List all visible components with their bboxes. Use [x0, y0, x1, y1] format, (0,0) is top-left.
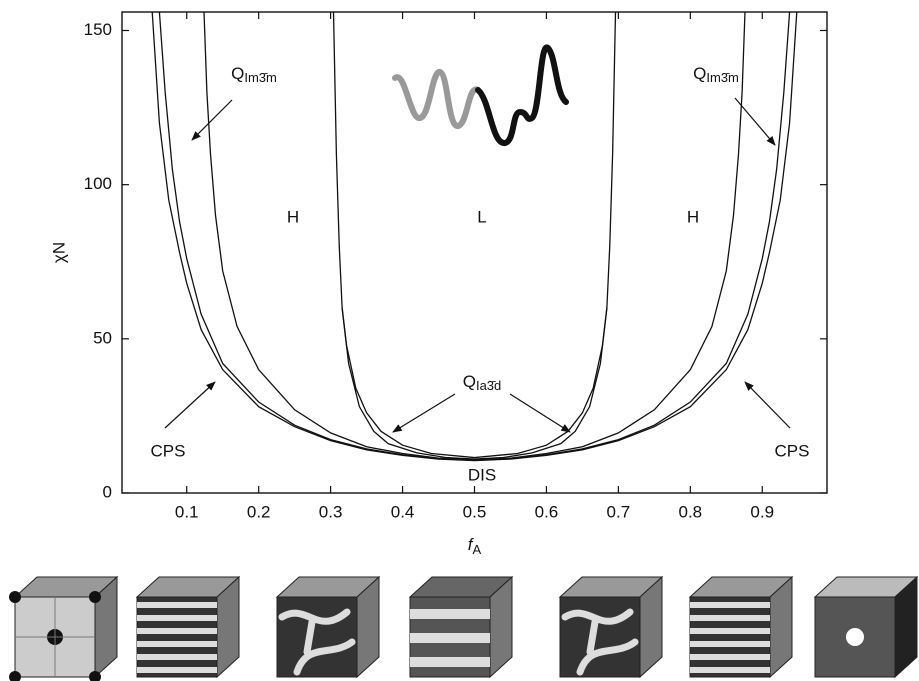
x-tick-label: 0.9: [750, 502, 774, 521]
cube-side: [894, 575, 918, 679]
x-tick-label: 0.3: [319, 502, 343, 521]
x-tick-label: 0.2: [247, 502, 271, 521]
cube-stripe: [137, 602, 217, 608]
cube-stripe: [137, 654, 217, 660]
morphology-cube: [135, 575, 241, 679]
cube-stripe: [137, 615, 217, 621]
cube-network: [278, 608, 356, 676]
cube-stripe: [690, 641, 770, 647]
x-tick-label: 0.1: [175, 502, 199, 521]
cube-front: [136, 596, 218, 678]
y-tick-label: 150: [84, 20, 112, 39]
morphology-cube: [688, 575, 794, 679]
phase-label-sub: Ia3̄d: [476, 378, 501, 393]
arrow: [191, 99, 233, 141]
region-label: CPS: [775, 441, 810, 460]
x-axis-label: fA: [468, 535, 482, 557]
x-tick-label: 0.6: [535, 502, 559, 521]
chain-inset: [392, 44, 569, 146]
region-label: H: [687, 207, 699, 226]
arrow: [392, 393, 456, 433]
cube-side: [94, 575, 118, 679]
y-tick-label: 0: [103, 482, 112, 501]
arrow: [164, 381, 216, 429]
cube-layer: [410, 609, 490, 619]
morphology-cube: [813, 575, 919, 679]
cube-dot: [9, 591, 21, 603]
phase-label-main: Q: [231, 64, 244, 83]
phase-label-main: Q: [693, 64, 706, 83]
region-label: CPS: [151, 441, 186, 460]
cube-front: [276, 596, 358, 678]
cube-side: [489, 575, 513, 679]
region-label: L: [477, 207, 486, 226]
y-axis-label: χN: [49, 242, 68, 263]
cube-stripe: [690, 654, 770, 660]
morphology-cube: [9, 575, 119, 681]
morphology-cube: [275, 575, 381, 679]
cube-side: [639, 575, 663, 679]
phase-label-sub: Im3̄m: [706, 70, 739, 85]
cube-network: [561, 608, 639, 676]
cube-side: [356, 575, 380, 679]
region-label: H: [287, 207, 299, 226]
phase-boundary: [332, 11, 617, 460]
arrow: [509, 393, 571, 433]
x-tick-label: 0.8: [678, 502, 702, 521]
cube-stripe: [690, 628, 770, 634]
phase-label: QIm3̄m: [693, 64, 739, 85]
cube-front: [689, 596, 771, 678]
y-tick-label: 100: [84, 174, 112, 193]
x-axis-label-sub: A: [473, 542, 482, 557]
cube-dot: [89, 671, 101, 681]
cube-dot: [9, 671, 21, 681]
x-axis-label-main: f: [468, 535, 475, 554]
cube-layer: [410, 633, 490, 643]
y-tick-label: 50: [93, 328, 112, 347]
phase-label: QIm3̄m: [231, 64, 277, 85]
phase-label-main: Q: [463, 372, 476, 391]
phase-boundary: [341, 307, 608, 459]
cube-hole: [846, 628, 864, 646]
cube-stripe: [137, 667, 217, 673]
cube-dot: [89, 591, 101, 603]
cube-side: [769, 575, 793, 679]
cube-stripe: [690, 602, 770, 608]
phase-label-sub: Im3̄m: [244, 70, 277, 85]
cube-stripe: [690, 615, 770, 621]
phase-label: QIa3̄d: [463, 372, 502, 393]
cube-stripe: [137, 641, 217, 647]
region-label: DIS: [468, 465, 496, 484]
cube-front: [559, 596, 641, 678]
x-tick-label: 0.7: [607, 502, 631, 521]
cube-side: [216, 575, 240, 679]
cube-grid: [15, 597, 95, 677]
arrow: [744, 381, 791, 429]
cube-stripe: [137, 628, 217, 634]
x-tick-label: 0.4: [391, 502, 415, 521]
cube-layer: [410, 657, 490, 667]
morphology-cube: [408, 575, 514, 679]
x-tick-label: 0.5: [463, 502, 487, 521]
phase-boundary: [203, 11, 746, 461]
morphology-cube: [558, 575, 664, 679]
arrow: [734, 97, 776, 146]
cube-stripe: [690, 667, 770, 673]
